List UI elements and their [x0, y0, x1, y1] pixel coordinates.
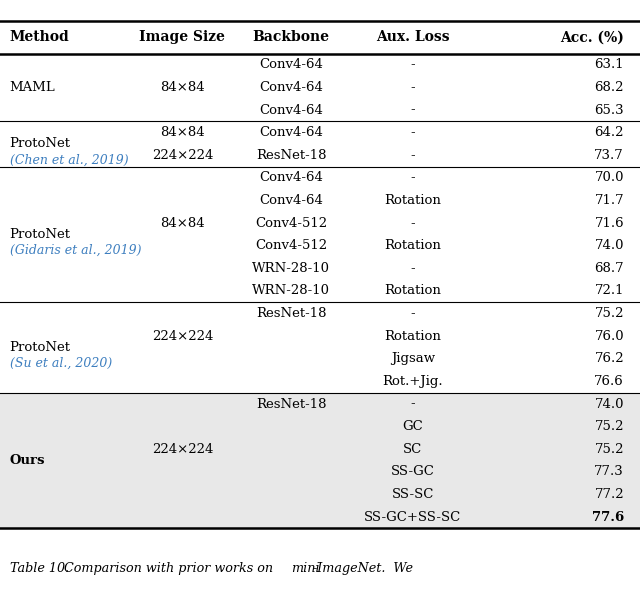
- Text: Ours: Ours: [10, 454, 45, 467]
- Text: mini: mini: [291, 562, 320, 575]
- Text: 84×84: 84×84: [160, 81, 205, 94]
- Text: (Chen et al., 2019): (Chen et al., 2019): [10, 154, 128, 167]
- Text: 84×84: 84×84: [160, 126, 205, 139]
- Text: 71.7: 71.7: [595, 194, 624, 207]
- Text: 63.1: 63.1: [595, 58, 624, 71]
- Text: -: -: [410, 397, 415, 411]
- Text: -: -: [410, 126, 415, 139]
- Text: Conv4-64: Conv4-64: [259, 104, 323, 117]
- Text: 75.2: 75.2: [595, 443, 624, 456]
- Text: ResNet-18: ResNet-18: [256, 149, 326, 162]
- Text: 73.7: 73.7: [595, 149, 624, 162]
- Text: Backbone: Backbone: [253, 30, 330, 44]
- Text: SC: SC: [403, 443, 422, 456]
- Text: 76.6: 76.6: [595, 375, 624, 388]
- Text: Table 10.: Table 10.: [10, 562, 68, 575]
- Text: Method: Method: [10, 30, 69, 44]
- Text: 68.7: 68.7: [595, 262, 624, 275]
- Text: WRN-28-10: WRN-28-10: [252, 262, 330, 275]
- Bar: [0, 393, 640, 528]
- Text: 224×224: 224×224: [152, 149, 213, 162]
- Text: Conv4-64: Conv4-64: [259, 58, 323, 71]
- Text: Rotation: Rotation: [385, 194, 441, 207]
- Text: 77.6: 77.6: [592, 511, 624, 524]
- Text: -: -: [410, 58, 415, 71]
- Text: 75.2: 75.2: [595, 420, 624, 433]
- Text: Rotation: Rotation: [385, 330, 441, 343]
- Text: ResNet-18: ResNet-18: [256, 307, 326, 320]
- Text: 77.3: 77.3: [595, 465, 624, 478]
- Text: Conv4-512: Conv4-512: [255, 239, 327, 252]
- Text: 70.0: 70.0: [595, 171, 624, 184]
- Text: 76.2: 76.2: [595, 352, 624, 365]
- Text: ProtoNet: ProtoNet: [10, 137, 70, 151]
- Text: 76.0: 76.0: [595, 330, 624, 343]
- Text: -: -: [410, 149, 415, 162]
- Text: ProtoNet: ProtoNet: [10, 228, 70, 241]
- Text: 72.1: 72.1: [595, 284, 624, 298]
- Text: SS-GC: SS-GC: [391, 465, 435, 478]
- Text: Rot.+Jig.: Rot.+Jig.: [383, 375, 443, 388]
- Text: Conv4-64: Conv4-64: [259, 194, 323, 207]
- Text: Rotation: Rotation: [385, 284, 441, 298]
- Text: -: -: [410, 81, 415, 94]
- Text: 65.3: 65.3: [595, 104, 624, 117]
- Text: -: -: [410, 217, 415, 230]
- Text: 77.2: 77.2: [595, 488, 624, 501]
- Text: Image Size: Image Size: [140, 30, 225, 44]
- Text: ProtoNet: ProtoNet: [10, 341, 70, 354]
- Text: Aux. Loss: Aux. Loss: [376, 30, 450, 44]
- Text: SS-SC: SS-SC: [392, 488, 434, 501]
- Text: Rotation: Rotation: [385, 239, 441, 252]
- Text: Conv4-64: Conv4-64: [259, 81, 323, 94]
- Text: 224×224: 224×224: [152, 330, 213, 343]
- Text: SS-GC+SS-SC: SS-GC+SS-SC: [364, 511, 461, 524]
- Text: ResNet-18: ResNet-18: [256, 397, 326, 411]
- Text: -: -: [410, 262, 415, 275]
- Text: 71.6: 71.6: [595, 217, 624, 230]
- Text: MAML: MAML: [10, 81, 55, 94]
- Text: 84×84: 84×84: [160, 217, 205, 230]
- Text: -: -: [410, 171, 415, 184]
- Text: 224×224: 224×224: [152, 443, 213, 456]
- Text: Acc. (%): Acc. (%): [560, 30, 624, 44]
- Text: -: -: [410, 104, 415, 117]
- Text: (Su et al., 2020): (Su et al., 2020): [10, 357, 112, 370]
- Text: 75.2: 75.2: [595, 307, 624, 320]
- Text: WRN-28-10: WRN-28-10: [252, 284, 330, 298]
- Text: Comparison with prior works on: Comparison with prior works on: [60, 562, 276, 575]
- Text: GC: GC: [403, 420, 423, 433]
- Text: Jigsaw: Jigsaw: [391, 352, 435, 365]
- Text: Conv4-64: Conv4-64: [259, 126, 323, 139]
- Text: Conv4-512: Conv4-512: [255, 217, 327, 230]
- Text: 74.0: 74.0: [595, 397, 624, 411]
- Text: 74.0: 74.0: [595, 239, 624, 252]
- Text: Conv4-64: Conv4-64: [259, 171, 323, 184]
- Text: -: -: [410, 307, 415, 320]
- Text: (Gidaris et al., 2019): (Gidaris et al., 2019): [10, 244, 141, 257]
- Text: 68.2: 68.2: [595, 81, 624, 94]
- Text: 64.2: 64.2: [595, 126, 624, 139]
- Text: -ImageNet.  We: -ImageNet. We: [313, 562, 413, 575]
